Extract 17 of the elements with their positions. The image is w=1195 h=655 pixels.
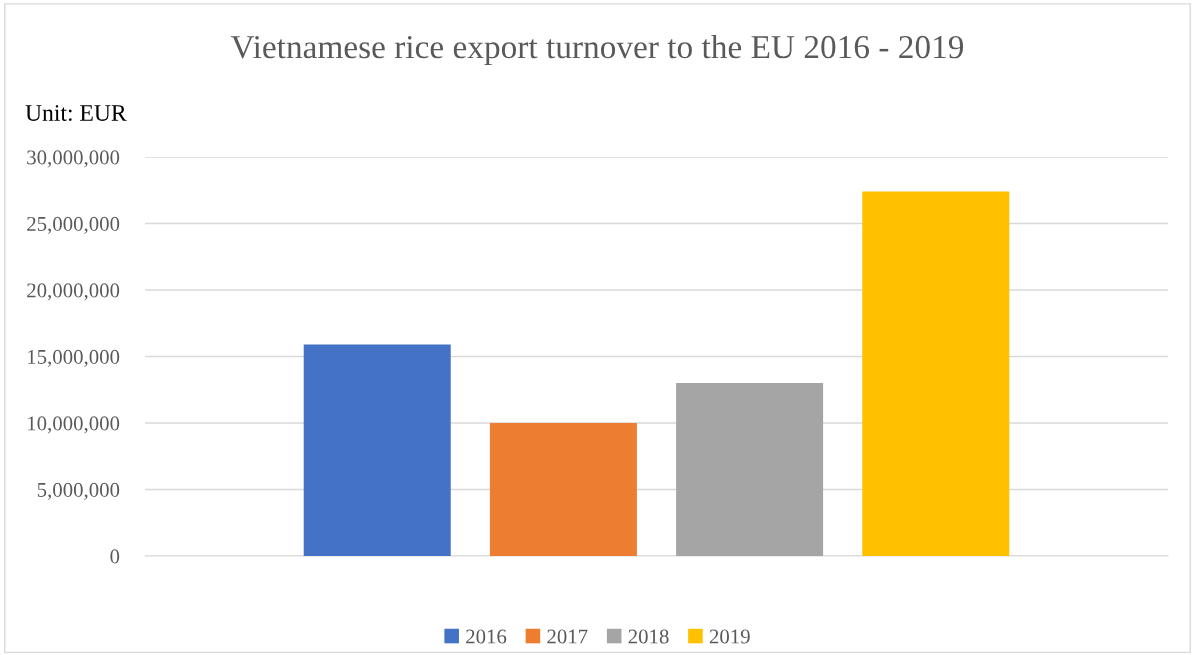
y-tick-label: 5,000,000: [37, 482, 120, 500]
legend-label: 2018: [628, 629, 669, 644]
y-tick-label: 15,000,000: [28, 349, 120, 367]
bar: [676, 383, 824, 556]
legend-label: 2016: [466, 629, 507, 644]
bar: [489, 423, 637, 556]
legend-label: 2019: [709, 629, 750, 644]
y-tick-label: 20,000,000: [27, 283, 120, 301]
legend-label: 2017: [547, 629, 588, 644]
y-axis-title: Unit: EUR: [25, 105, 127, 122]
y-tick-label: 30,000,000: [27, 150, 120, 168]
bar: [862, 191, 1010, 556]
y-tick-label: 0: [110, 549, 120, 564]
y-tick-label: 25,000,000: [27, 216, 120, 234]
chart-title: Vietnamese rice export turnover to the EU 2016 - 2019: [230, 34, 964, 66]
y-tick-label: 10,000,000: [28, 416, 120, 434]
bar: [303, 344, 451, 556]
